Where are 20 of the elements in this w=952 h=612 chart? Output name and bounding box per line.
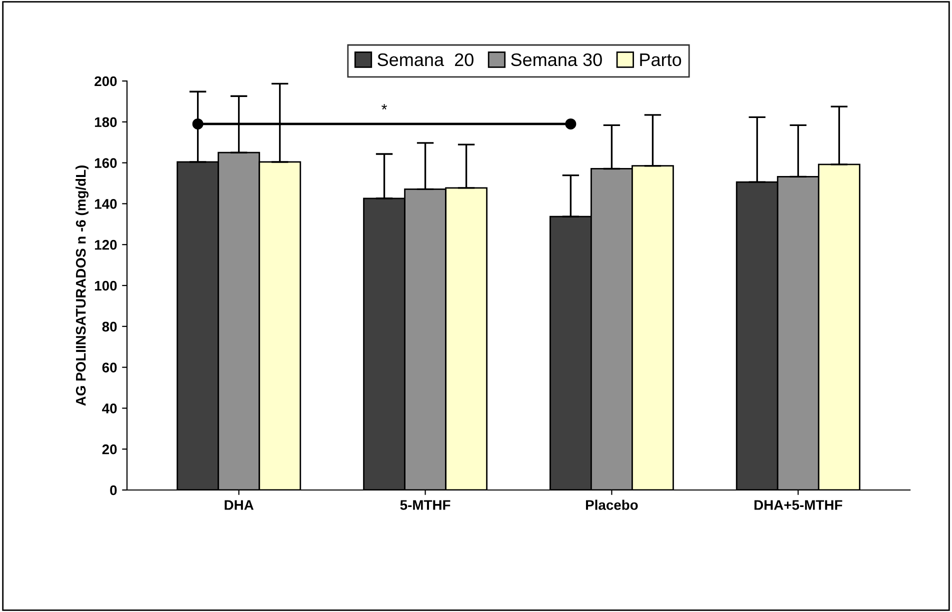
y-tick-label: 100 xyxy=(94,280,117,291)
y-tick-label: 60 xyxy=(102,362,117,372)
y-tick-label: 80 xyxy=(102,322,117,332)
x-tick-label: 5-MTHF xyxy=(400,500,450,510)
y-tick-label: 0 xyxy=(110,485,117,496)
legend-label: Semana 20 xyxy=(378,53,474,66)
x-tick-label: DHA+5-MTHF xyxy=(754,500,842,510)
y-tick-label: 40 xyxy=(102,404,117,414)
x-tick-label: DHA xyxy=(224,500,254,510)
y-tick-label: 160 xyxy=(94,158,117,168)
y-tick-label: 180 xyxy=(94,117,117,128)
y-tick-label: 200 xyxy=(94,76,117,86)
y-tick-label: 140 xyxy=(94,199,117,209)
y-tick-label: 120 xyxy=(94,240,117,250)
legend-label: Parto xyxy=(640,54,682,66)
y-axis-title: AG POLIINSATURADOS n -6 (mg/dL) xyxy=(76,166,89,406)
annotation: * xyxy=(382,104,388,110)
y-tick-label: 20 xyxy=(102,444,117,454)
x-tick-label: Placebo xyxy=(586,500,638,510)
legend-label: Semana 30 xyxy=(511,53,602,66)
